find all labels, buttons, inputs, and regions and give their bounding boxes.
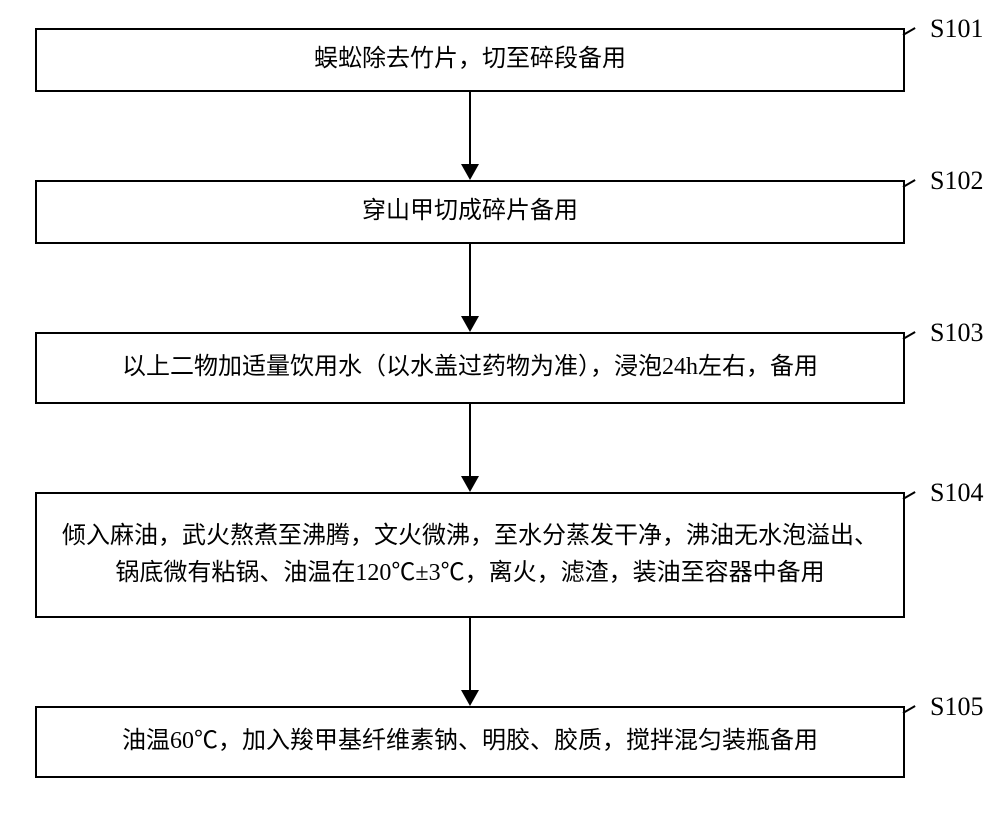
arrow-head-icon <box>461 164 479 180</box>
arrow-line <box>469 618 471 690</box>
step-label-s101: S101 <box>930 14 983 44</box>
arrow-line <box>469 244 471 316</box>
step-label-s104: S104 <box>930 478 983 508</box>
arrow-head-icon <box>461 690 479 706</box>
arrow-line <box>469 92 471 164</box>
step-text: 倾入麻油，武火熬煮至沸腾，文火微沸，至水分蒸发干净，沸油无水泡溢出、锅底微有粘锅… <box>51 518 889 592</box>
step-box-s105: 油温60℃，加入羧甲基纤维素钠、明胶、胶质，搅拌混匀装瓶备用 <box>35 706 905 778</box>
step-box-s104: 倾入麻油，武火熬煮至沸腾，文火微沸，至水分蒸发干净，沸油无水泡溢出、锅底微有粘锅… <box>35 492 905 618</box>
step-box-s101: 蜈蚣除去竹片，切至碎段备用 <box>35 28 905 92</box>
step-box-s102: 穿山甲切成碎片备用 <box>35 180 905 244</box>
arrow-line <box>469 404 471 476</box>
step-text: 穿山甲切成碎片备用 <box>362 193 578 230</box>
step-label-s102: S102 <box>930 166 983 196</box>
step-label-s105: S105 <box>930 692 983 722</box>
step-text: 蜈蚣除去竹片，切至碎段备用 <box>314 41 626 78</box>
step-text: 以上二物加适量饮用水（以水盖过药物为准），浸泡24h左右，备用 <box>122 349 818 386</box>
step-text: 油温60℃，加入羧甲基纤维素钠、明胶、胶质，搅拌混匀装瓶备用 <box>122 723 818 760</box>
flowchart-canvas: 蜈蚣除去竹片，切至碎段备用 S101 穿山甲切成碎片备用 S102 以上二物加适量饮用水… <box>0 0 1000 822</box>
step-box-s103: 以上二物加适量饮用水（以水盖过药物为准），浸泡24h左右，备用 <box>35 332 905 404</box>
arrow-head-icon <box>461 476 479 492</box>
step-label-s103: S103 <box>930 318 983 348</box>
arrow-head-icon <box>461 316 479 332</box>
